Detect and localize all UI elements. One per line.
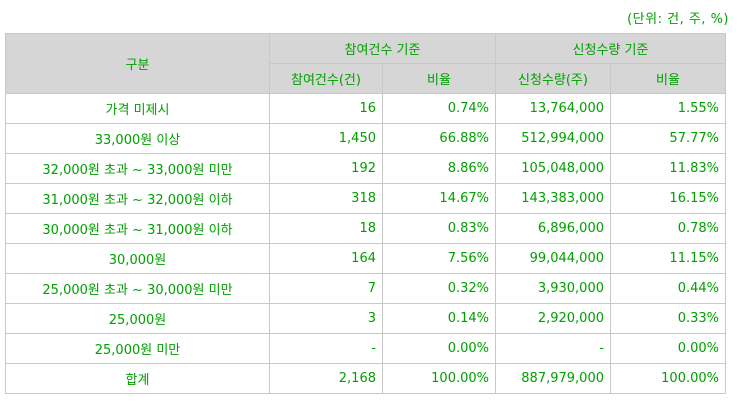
row-qty-ratio: 0.78% (610, 213, 726, 244)
row-qty: 6,896,000 (495, 213, 611, 244)
row-label: 31,000원 초과 ~ 32,000원 이하 (5, 183, 270, 214)
total-qty: 887,979,000 (495, 363, 611, 394)
row-count: 318 (269, 183, 383, 214)
row-qty-ratio: 11.15% (610, 243, 726, 274)
row-qty-ratio: 0.33% (610, 303, 726, 334)
header-subscription-qty: 신청수량(주) (495, 63, 611, 94)
row-qty-ratio: 57.77% (610, 123, 726, 154)
header-group-subscription: 신청수량 기준 (495, 33, 726, 64)
table-row: 31,000원 초과 ~ 32,000원 이하 318 14.67% 143,3… (5, 183, 726, 214)
row-qty-ratio: 11.83% (610, 153, 726, 184)
row-count-ratio: 0.74% (382, 93, 496, 124)
bid-distribution-table: 구분 참여건수 기준 신청수량 기준 참여건수(건) 비율 신청수량(주) 비율… (5, 33, 726, 394)
total-count-ratio: 100.00% (382, 363, 496, 394)
row-label: 25,000원 초과 ~ 30,000원 미만 (5, 273, 270, 304)
row-qty-ratio: 0.44% (610, 273, 726, 304)
row-label: 25,000원 미만 (5, 333, 270, 364)
row-qty-ratio: 16.15% (610, 183, 726, 214)
row-qty: 3,930,000 (495, 273, 611, 304)
table-row: 25,000원 미만 - 0.00% - 0.00% (5, 333, 726, 364)
table-row: 32,000원 초과 ~ 33,000원 미만 192 8.86% 105,04… (5, 153, 726, 184)
table-row: 가격 미제시 16 0.74% 13,764,000 1.55% (5, 93, 726, 124)
row-qty: 105,048,000 (495, 153, 611, 184)
row-label: 30,000원 (5, 243, 270, 274)
row-count-ratio: 8.86% (382, 153, 496, 184)
row-count: 164 (269, 243, 383, 274)
row-count-ratio: 0.14% (382, 303, 496, 334)
total-count: 2,168 (269, 363, 383, 394)
row-qty: - (495, 333, 611, 364)
row-qty: 13,764,000 (495, 93, 611, 124)
table-row: 25,000원 3 0.14% 2,920,000 0.33% (5, 303, 726, 334)
row-qty: 2,920,000 (495, 303, 611, 334)
row-qty: 143,383,000 (495, 183, 611, 214)
table-row: 30,000원 초과 ~ 31,000원 이하 18 0.83% 6,896,0… (5, 213, 726, 244)
row-label: 가격 미제시 (5, 93, 270, 124)
row-count-ratio: 0.83% (382, 213, 496, 244)
table-row: 30,000원 164 7.56% 99,044,000 11.15% (5, 243, 726, 274)
total-row: 합계 2,168 100.00% 887,979,000 100.00% (5, 363, 726, 394)
header-subscription-ratio: 비율 (610, 63, 726, 94)
table-row: 33,000원 이상 1,450 66.88% 512,994,000 57.7… (5, 123, 726, 154)
row-count: - (269, 333, 383, 364)
row-qty: 99,044,000 (495, 243, 611, 274)
row-qty-ratio: 1.55% (610, 93, 726, 124)
unit-note: (단위: 건, 주, %) (627, 12, 729, 27)
header-category: 구분 (5, 33, 270, 94)
header-participation-ratio: 비율 (382, 63, 496, 94)
row-label: 33,000원 이상 (5, 123, 270, 154)
row-label: 25,000원 (5, 303, 270, 334)
row-count-ratio: 0.00% (382, 333, 496, 364)
total-label: 합계 (5, 363, 270, 394)
row-count: 192 (269, 153, 383, 184)
row-count: 7 (269, 273, 383, 304)
row-qty-ratio: 0.00% (610, 333, 726, 364)
row-count-ratio: 7.56% (382, 243, 496, 274)
row-count: 18 (269, 213, 383, 244)
row-count: 3 (269, 303, 383, 334)
row-count: 16 (269, 93, 383, 124)
row-count: 1,450 (269, 123, 383, 154)
row-qty: 512,994,000 (495, 123, 611, 154)
header-group-participation: 참여건수 기준 (269, 33, 496, 64)
row-label: 30,000원 초과 ~ 31,000원 이하 (5, 213, 270, 244)
row-count-ratio: 0.32% (382, 273, 496, 304)
row-count-ratio: 14.67% (382, 183, 496, 214)
row-count-ratio: 66.88% (382, 123, 496, 154)
table-row: 25,000원 초과 ~ 30,000원 미만 7 0.32% 3,930,00… (5, 273, 726, 304)
total-qty-ratio: 100.00% (610, 363, 726, 394)
row-label: 32,000원 초과 ~ 33,000원 미만 (5, 153, 270, 184)
header-participation-count: 참여건수(건) (269, 63, 383, 94)
